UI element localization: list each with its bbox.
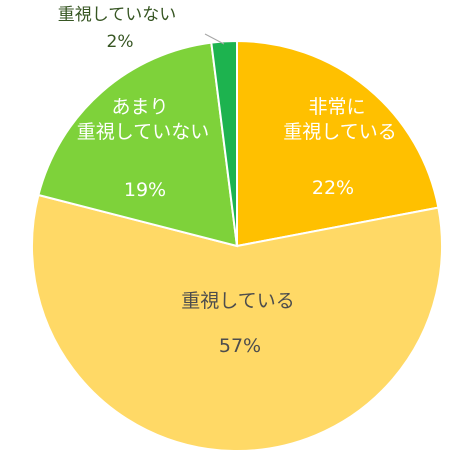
slice-label-very-important-line-1: 非常に [308, 96, 365, 118]
pie-slices [31, 39, 443, 452]
slice-label-not-very-important: あまり 重視していない [77, 96, 209, 143]
pie-slice-important [31, 193, 443, 452]
slice-labels: 非常に 重視している 22% 重視している 57% あまり 重視していない 19… [58, 5, 397, 357]
slice-value-very-important: 22% [312, 177, 354, 199]
slice-label-very-important: 非常に 重視している [283, 96, 396, 143]
slice-label-very-important-line-2: 重視している [283, 121, 396, 143]
slice-label-not-very-important-line-2: 重視していない [77, 121, 209, 143]
pie-slice-not-very-important [37, 41, 239, 248]
pie-slice-very-important [236, 39, 440, 248]
slice-label-not-important: 重視していない [58, 5, 177, 25]
leader-line [204, 33, 225, 45]
slice-value-important: 57% [219, 335, 261, 357]
slice-label-important: 重視している [181, 290, 294, 312]
slice-value-not-very-important: 19% [124, 179, 166, 201]
pie-slice-not-important [210, 39, 238, 247]
slice-value-not-important: 2% [107, 32, 134, 52]
slice-label-not-very-important-line-1: あまり [111, 96, 168, 118]
